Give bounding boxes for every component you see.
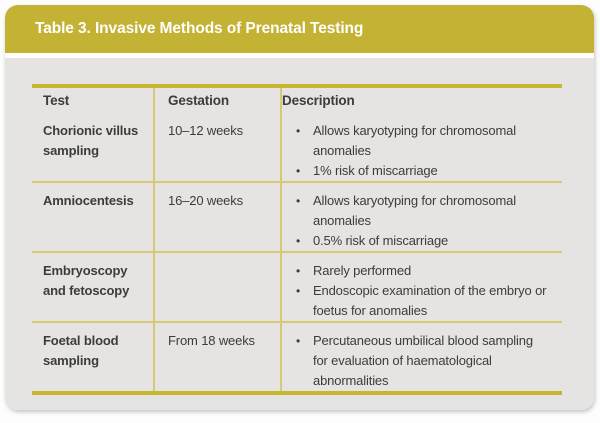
table-title-bar: Table 3. Invasive Methods of Prenatal Te…	[5, 5, 594, 53]
table-rows: Chorionic villus sampling 10–12 weeks • All…	[32, 113, 562, 391]
description-text: Allows karyotyping for chromosomal anoma…	[313, 123, 516, 158]
column-header-description: Description	[280, 88, 562, 113]
test-cell: Foetal blood sampling	[43, 333, 119, 368]
bullet-icon: •	[296, 264, 301, 278]
bullet-icon: •	[296, 334, 301, 348]
description-bullet-item: • Allows karyotyping for chromosomal anom…	[296, 121, 550, 161]
bullet-icon: •	[296, 234, 301, 248]
description-cell: • Allows karyotyping for chromosomal anom…	[280, 183, 562, 251]
table-title: Table 3. Invasive Methods of Prenatal Te…	[35, 20, 364, 37]
column-header-test: Test	[43, 93, 70, 108]
description-bullet-item: • 1% risk of miscarriage	[296, 161, 550, 181]
description-bullet-item: • 0.5% risk of miscarriage	[296, 231, 550, 251]
table-row: Foetal blood sampling From 18 weeks • Percu…	[32, 321, 562, 391]
description-bullet-item: • Endoscopic examination of the embryo or…	[296, 281, 550, 321]
test-cell: Amniocentesis	[43, 193, 134, 208]
description-text: Endoscopic examination of the embryo or …	[313, 283, 547, 318]
description-text: 0.5% risk of miscarriage	[313, 233, 449, 248]
column-header-gestation: Gestation	[153, 88, 280, 113]
table-header-row: Test Gestation Description	[32, 88, 562, 113]
card-body: Test Gestation Description Chorionic vil…	[5, 58, 594, 410]
gestation-cell: 10–12 weeks	[153, 113, 280, 181]
description-text: Rarely performed	[313, 263, 412, 278]
bullet-icon: •	[296, 124, 301, 138]
description-bullet-item: • Allows karyotyping for chromosomal anom…	[296, 191, 550, 231]
bullet-icon: •	[296, 284, 301, 298]
table-row: Embryoscopy and fetoscopy • Rarely perform…	[32, 251, 562, 321]
description-cell: • Allows karyotyping for chromosomal anom…	[280, 113, 562, 181]
table-row: Amniocentesis 16–20 weeks • Allows karyotyp…	[32, 181, 562, 251]
description-text: Allows karyotyping for chromosomal anoma…	[313, 193, 516, 228]
description-text: 1% risk of miscarriage	[313, 163, 438, 178]
table-card: Table 3. Invasive Methods of Prenatal Te…	[5, 5, 594, 410]
prenatal-testing-table: Test Gestation Description Chorionic vil…	[32, 84, 562, 395]
description-cell: • Percutaneous umbilical blood sampling f…	[280, 323, 562, 391]
description-cell: • Rarely performed • Endoscopic examination…	[280, 253, 562, 321]
gestation-cell: From 18 weeks	[153, 323, 280, 391]
gestation-cell	[153, 253, 280, 321]
bullet-icon: •	[296, 194, 301, 208]
test-cell: Embryoscopy and fetoscopy	[43, 263, 130, 298]
gestation-cell: 16–20 weeks	[153, 183, 280, 251]
description-bullet-item: • Rarely performed	[296, 261, 550, 281]
description-bullet-item: • Percutaneous umbilical blood sampling f…	[296, 331, 550, 391]
table-row: Chorionic villus sampling 10–12 weeks • All…	[32, 113, 562, 181]
test-cell: Chorionic villus sampling	[43, 123, 139, 158]
title-body-divider	[5, 53, 594, 58]
description-text: Percutaneous umbilical blood sampling fo…	[313, 333, 533, 388]
bullet-icon: •	[296, 164, 301, 178]
